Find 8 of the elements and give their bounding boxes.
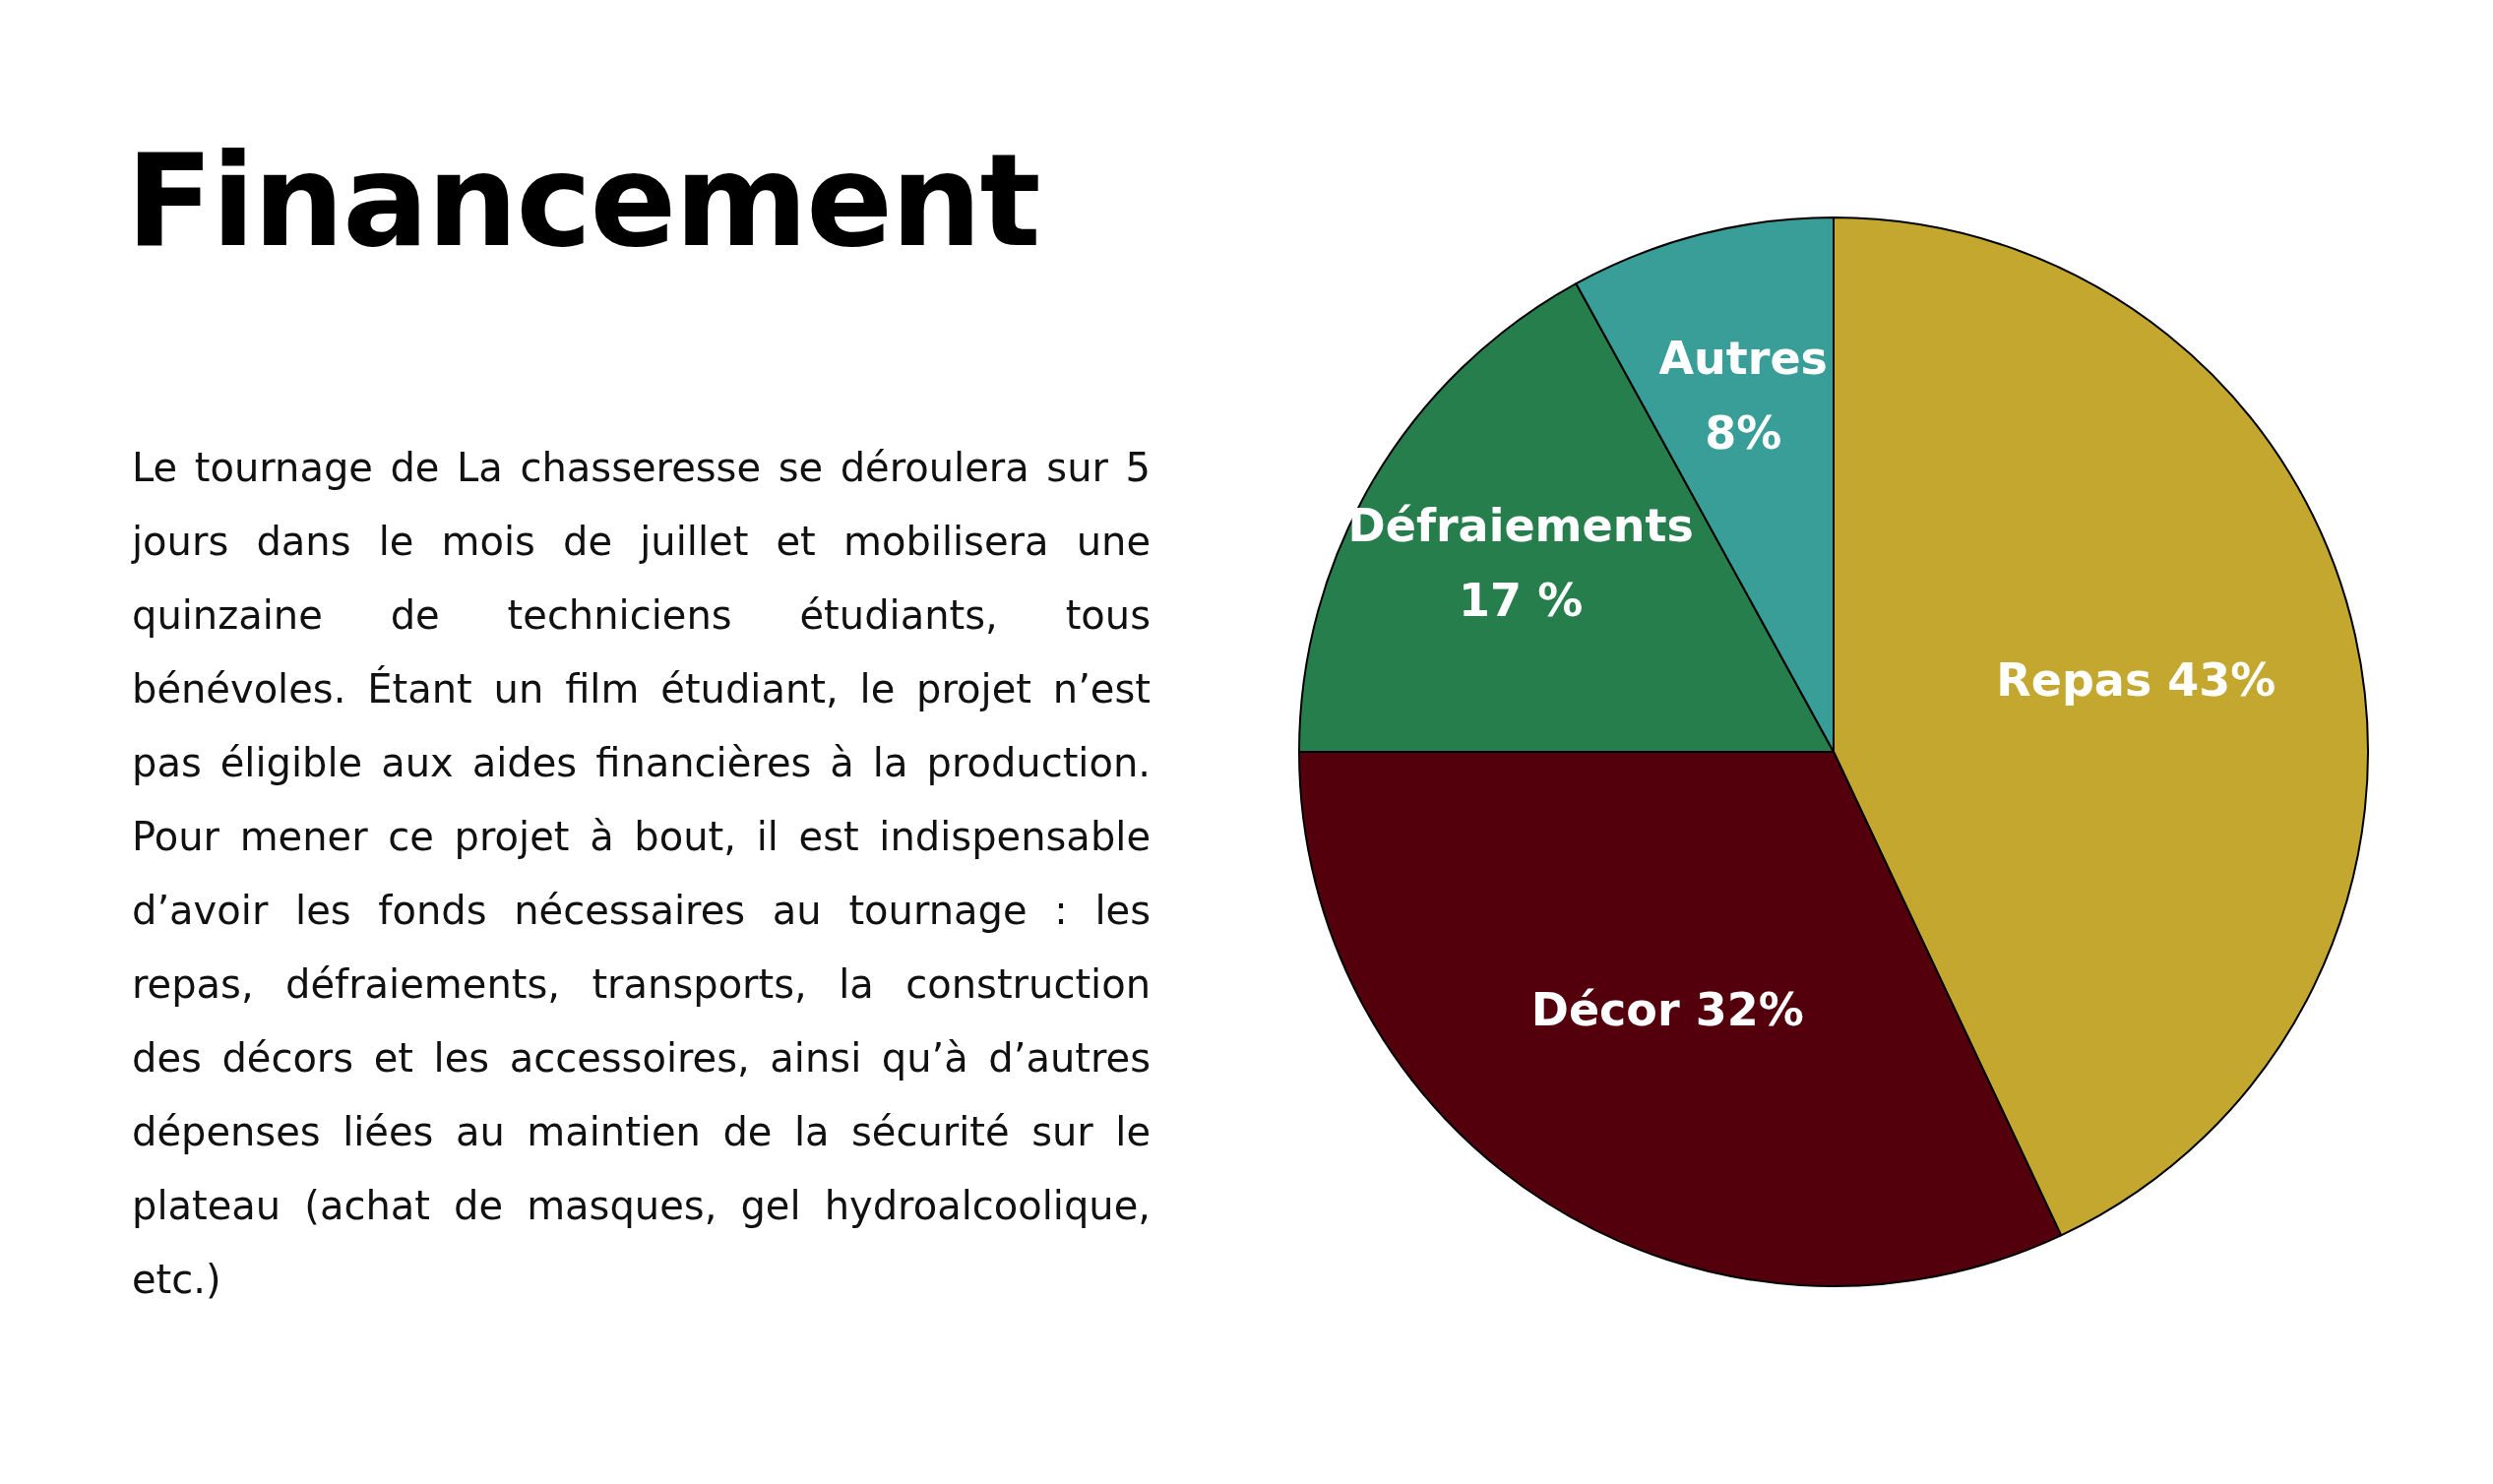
slice-label: Autres bbox=[1658, 332, 1828, 386]
data-label: 8% bbox=[1705, 406, 1782, 461]
slice-label: Repas 43% bbox=[1996, 653, 2276, 708]
data-label: 17 % bbox=[1459, 573, 1584, 627]
slice-label: Décor 32% bbox=[1530, 982, 1804, 1036]
chart-title: Financement bbox=[126, 126, 1039, 276]
text: Le tournage de La chasseresse se déroulera sur 5 jours dans le mois de juillet et mobilisera une quinzaine de techniciens étudiants, tous bénévoles. Étant un film étudiant, le projet n’est pas éligible aux aides financières à la production. Pour mener ce projet à bout, il est indispensable d’avoir les fonds nécessaires au tournage : les repas, défraiements, transports, la construction des décors et les accessoires, ainsi qu’à d’autres dépenses liées au maintien de la sécurité sur le plateau (achat de masques, gel hydroalcoolique, etc.) bbox=[132, 445, 1151, 1302]
slice-label: Défraiements bbox=[1347, 498, 1694, 552]
